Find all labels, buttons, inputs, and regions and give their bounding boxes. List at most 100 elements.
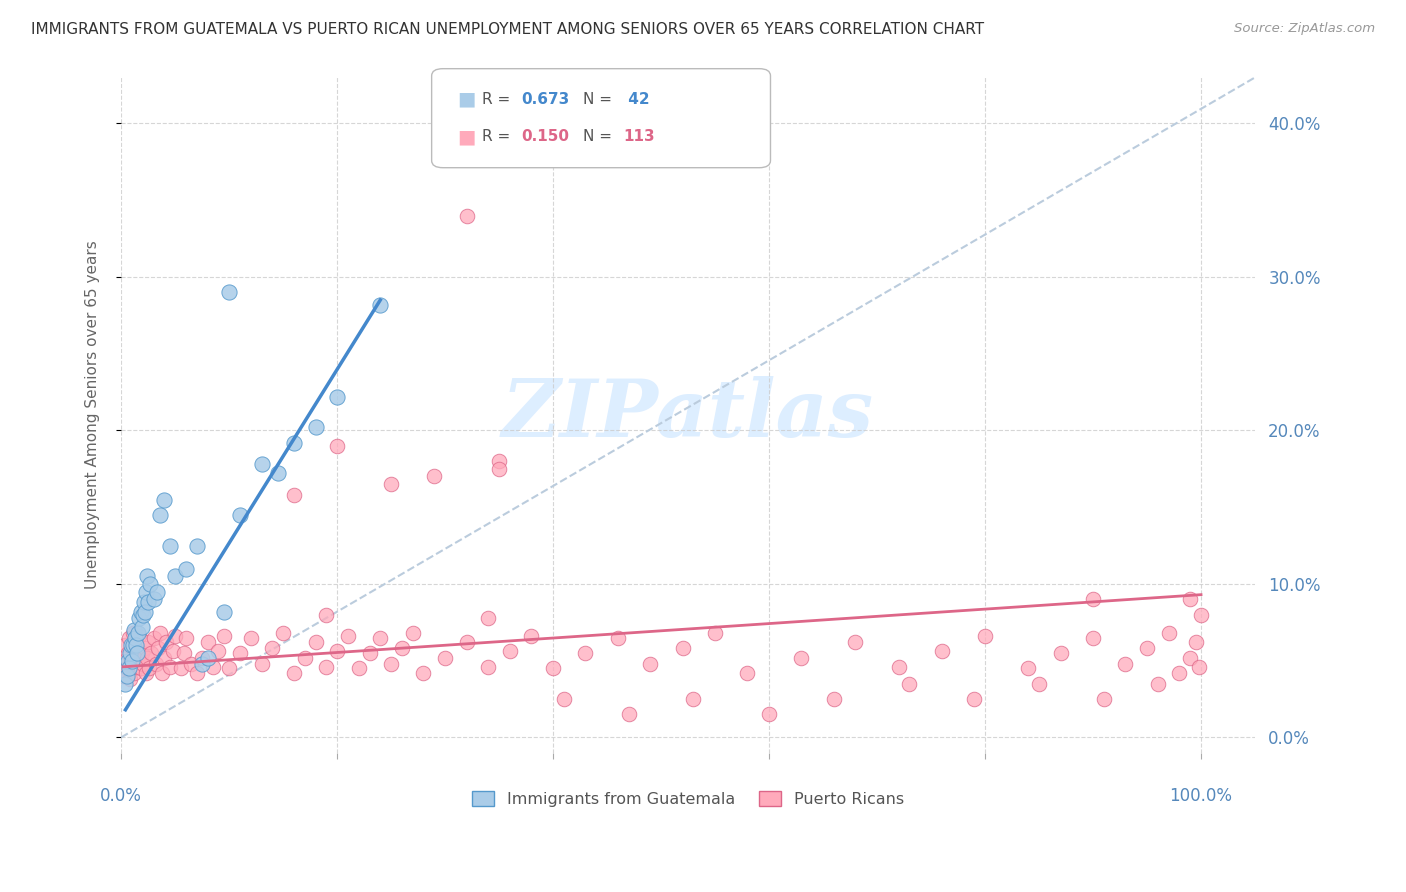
Point [153,650,176,665]
Point [125,638,148,652]
Point [271,626,294,640]
Point [963,692,986,706]
Point [844,635,866,649]
Point [114,676,136,690]
Point [197,650,219,665]
Point [117,646,139,660]
Point [1146,676,1168,690]
Point [412,665,434,680]
Point [127,626,149,640]
Point [262,641,284,656]
Point [191,650,214,665]
Point [898,676,921,690]
Point [136,650,159,665]
Point [118,631,141,645]
Point [135,665,157,680]
Point [122,623,145,637]
Point [304,420,326,434]
Text: 0.150: 0.150 [522,129,569,144]
Text: 0.0%: 0.0% [100,787,142,805]
Point [1049,646,1071,660]
Point [704,626,727,640]
Point [456,209,478,223]
Point [380,657,402,671]
Point [520,629,543,643]
Text: R =: R = [482,129,516,144]
Point [239,631,262,645]
Point [434,650,457,665]
Text: 100.0%: 100.0% [1170,787,1233,805]
Point [606,631,628,645]
Y-axis label: Unemployment Among Seniors over 65 years: Unemployment Among Seniors over 65 years [86,241,100,590]
Point [121,654,143,668]
Point [368,297,391,311]
Point [368,631,391,645]
Point [121,641,143,656]
Point [617,707,640,722]
Point [118,646,141,660]
Point [173,646,195,660]
Point [315,660,337,674]
Text: N =: N = [583,92,617,106]
Point [174,561,197,575]
Point [129,661,152,675]
Point [162,644,184,658]
Point [153,492,176,507]
Point [1028,676,1050,690]
Point [423,469,446,483]
Point [159,539,181,553]
Point [315,607,337,622]
Point [326,644,349,658]
Point [391,641,413,656]
Point [402,626,425,640]
Point [132,595,155,609]
Point [138,661,160,675]
Point [141,646,163,660]
Text: IMMIGRANTS FROM GUATEMALA VS PUERTO RICAN UNEMPLOYMENT AMONG SENIORS OVER 65 YEA: IMMIGRANTS FROM GUATEMALA VS PUERTO RICA… [31,22,984,37]
Point [136,595,159,609]
Point [1092,692,1115,706]
Text: ■: ■ [457,127,475,146]
Point [304,635,326,649]
Point [145,657,167,671]
Point [790,650,813,665]
Point [122,665,145,680]
Point [1017,661,1039,675]
Point [1136,641,1159,656]
Point [135,584,157,599]
Point [155,635,177,649]
Point [574,646,596,660]
Point [136,635,159,649]
Point [125,635,148,649]
Point [132,657,155,671]
Point [283,665,305,680]
Text: 0.673: 0.673 [522,92,569,106]
Point [229,646,252,660]
Point [294,650,316,665]
Point [114,638,136,652]
Point [380,477,402,491]
Text: 113: 113 [623,129,654,144]
Point [229,508,252,522]
Point [1157,626,1180,640]
Point [326,390,349,404]
Point [672,641,695,656]
Text: ZIPatlas: ZIPatlas [502,376,875,454]
Point [129,605,152,619]
Point [134,605,156,619]
Point [347,661,370,675]
Point [499,644,522,658]
Point [1188,660,1211,674]
Point [149,626,172,640]
Point [117,654,139,668]
Point [180,657,202,671]
Text: 42: 42 [623,92,650,106]
Point [132,607,155,622]
Point [1168,665,1191,680]
Point [131,620,153,634]
Point [638,657,661,671]
Point [336,629,359,643]
Point [134,641,156,656]
Point [146,584,169,599]
Point [488,462,510,476]
